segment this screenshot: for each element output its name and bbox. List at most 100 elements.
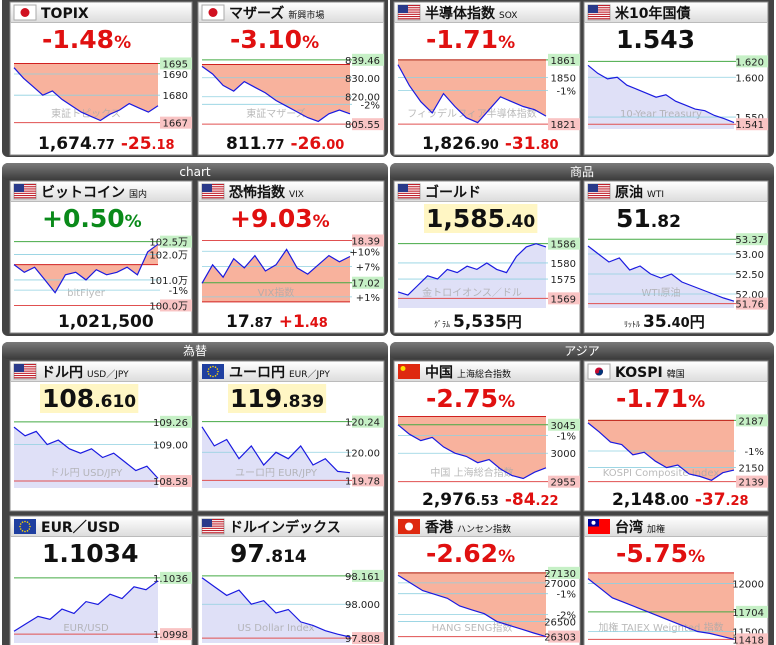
flag-part bbox=[202, 197, 224, 199]
flag-part bbox=[588, 190, 610, 192]
flag-part bbox=[400, 366, 406, 371]
card-header bbox=[10, 516, 192, 537]
headline: 51.82 bbox=[616, 204, 681, 233]
flag-part bbox=[212, 365, 214, 368]
level-label-bg bbox=[352, 569, 384, 582]
level-label: 27000 bbox=[544, 579, 576, 590]
flag bbox=[587, 183, 611, 200]
card-header bbox=[394, 2, 580, 23]
flag-part bbox=[202, 195, 224, 197]
card-name: 半導体指数 bbox=[425, 5, 496, 22]
headline-small: .814 bbox=[265, 547, 307, 567]
level-label-bg bbox=[352, 415, 384, 428]
watermark: 中国 上海総合指数 bbox=[430, 466, 513, 479]
price-small: .77 bbox=[262, 138, 285, 153]
card-name: 中国 bbox=[425, 364, 453, 381]
headline-main: -3.10 bbox=[230, 25, 302, 54]
level-label: 805.55 bbox=[345, 120, 380, 131]
level-label-bg bbox=[736, 118, 768, 131]
level-label: 53.37 bbox=[735, 235, 764, 246]
flag-part bbox=[202, 184, 212, 192]
area-fill bbox=[398, 243, 546, 308]
headline-main: -2.75 bbox=[426, 384, 498, 413]
card-name: ドルインデックス bbox=[229, 519, 341, 536]
level-label: 11500 bbox=[732, 627, 764, 638]
headline-main: -2.62 bbox=[426, 539, 498, 568]
level-label: 100.0万 bbox=[149, 301, 188, 312]
flag-part bbox=[405, 522, 413, 531]
level-label: 26500 bbox=[544, 617, 576, 628]
level-label-bg bbox=[352, 474, 384, 487]
headline-main: -5.75 bbox=[616, 539, 688, 568]
price: 35 bbox=[643, 312, 667, 332]
headline-main: 97 bbox=[230, 539, 265, 568]
flag-part bbox=[216, 373, 219, 375]
level-label-bg bbox=[548, 566, 580, 579]
headline-small: .839 bbox=[282, 392, 324, 412]
level-label: 109.00 bbox=[153, 440, 188, 451]
flag-part bbox=[14, 370, 36, 372]
flag-part bbox=[588, 9, 610, 11]
card-name: KOSPI bbox=[615, 365, 663, 381]
headline: +0.50% bbox=[42, 204, 142, 233]
level-label-bg bbox=[736, 633, 768, 645]
flag-part bbox=[398, 190, 420, 192]
level-label: -1% bbox=[169, 286, 188, 297]
level-label: +10% bbox=[349, 247, 380, 258]
flag-part bbox=[212, 375, 214, 378]
flag-part bbox=[26, 530, 29, 532]
price-line-text: ｸﾞﾗﾑ 5,535円 bbox=[434, 312, 522, 332]
headline-main: -1.71 bbox=[616, 384, 688, 413]
headline-bg bbox=[40, 384, 139, 413]
headline-small: % bbox=[302, 33, 319, 53]
level-label: 1.600 bbox=[735, 73, 764, 84]
headline: 119.839 bbox=[230, 384, 324, 413]
flag bbox=[587, 363, 611, 380]
level-label-bg bbox=[160, 628, 192, 641]
price-line-text: ﾘｯﾄﾙ 35.40円 bbox=[624, 312, 705, 332]
card-header bbox=[584, 361, 768, 382]
watermark: bitFlyer bbox=[67, 288, 106, 299]
level-label: 3000 bbox=[551, 449, 576, 460]
card-name: ドル円 bbox=[41, 365, 83, 381]
flag-part bbox=[14, 375, 36, 377]
watermark: EUR/USD bbox=[63, 623, 109, 634]
card-header bbox=[394, 516, 580, 537]
price-small: .00 bbox=[666, 494, 689, 509]
card-sub: WTI bbox=[647, 190, 664, 200]
headline: 108.610 bbox=[42, 384, 136, 413]
price: 1,674 bbox=[38, 134, 92, 154]
watermark: ドル円 USD/JPY bbox=[50, 468, 124, 479]
flag-part bbox=[14, 377, 36, 379]
flag-part bbox=[588, 18, 610, 20]
headline: -1.71% bbox=[616, 384, 705, 413]
flag-part bbox=[202, 190, 224, 192]
level-label: +7% bbox=[356, 262, 380, 273]
card-name: ユーロ円 bbox=[229, 365, 285, 381]
card-header bbox=[198, 181, 384, 202]
headline-main: 119 bbox=[230, 384, 282, 413]
price-prefix: ﾘｯﾄﾙ bbox=[624, 320, 640, 329]
section-title: chart bbox=[179, 165, 210, 179]
price: 2,148 bbox=[612, 490, 666, 510]
area-fill bbox=[202, 577, 350, 643]
flag-part bbox=[398, 188, 420, 190]
price-small: .53 bbox=[476, 494, 499, 509]
level-label-bg bbox=[548, 630, 580, 643]
headline-bg bbox=[424, 204, 538, 233]
level-label: 2150 bbox=[739, 464, 764, 475]
level-label: 11418 bbox=[732, 635, 764, 645]
flag-part bbox=[588, 5, 598, 13]
card-header bbox=[10, 2, 192, 23]
area-fill bbox=[398, 572, 546, 637]
change: -37 bbox=[695, 490, 726, 510]
level-label: 52.50 bbox=[735, 270, 764, 281]
flag-part bbox=[216, 368, 219, 370]
flag-part bbox=[14, 364, 24, 372]
card-sub: USD／JPY bbox=[87, 369, 129, 380]
flag bbox=[13, 183, 37, 200]
price-small: .90 bbox=[476, 138, 499, 153]
flag-part bbox=[214, 375, 217, 377]
flag-part bbox=[209, 375, 212, 377]
flag-part bbox=[398, 184, 408, 192]
